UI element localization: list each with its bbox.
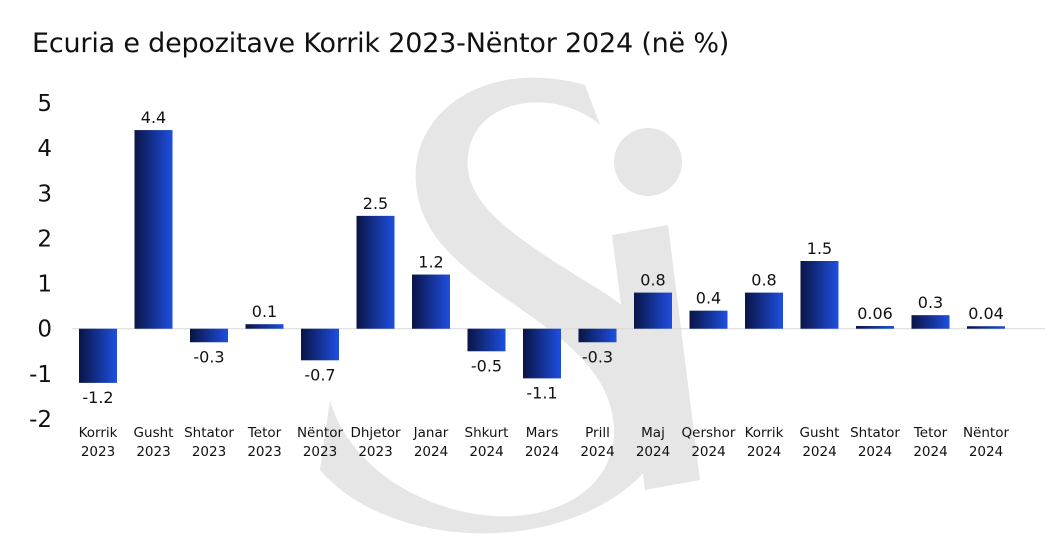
bar bbox=[301, 328, 339, 361]
bar bbox=[467, 328, 506, 352]
data-label: -1.2 bbox=[82, 388, 113, 407]
data-label: 0.06 bbox=[857, 304, 893, 323]
x-tick-label-year: 2023 bbox=[136, 444, 170, 460]
x-tick-label-month: Maj bbox=[641, 425, 665, 441]
x-tick-label-year: 2024 bbox=[691, 444, 725, 460]
bar bbox=[634, 292, 672, 329]
bar bbox=[356, 215, 395, 329]
x-tick-label-year: 2023 bbox=[303, 444, 337, 460]
bar bbox=[578, 328, 617, 343]
x-tick-label-month: Janar bbox=[413, 425, 449, 441]
data-label: -0.3 bbox=[193, 347, 224, 366]
x-tick-label-month: Korrik bbox=[745, 425, 784, 441]
x-tick-label-year: 2024 bbox=[913, 444, 947, 460]
bar bbox=[967, 326, 1005, 329]
x-tick-label-year: 2024 bbox=[525, 444, 559, 460]
x-tick-label-month: Prill bbox=[585, 425, 610, 441]
x-tick-label-year: 2023 bbox=[81, 444, 115, 460]
x-tick-label-month: Gusht bbox=[800, 425, 840, 441]
x-tick-label-year: 2024 bbox=[802, 444, 836, 460]
bar bbox=[134, 130, 173, 329]
y-tick-label: 4 bbox=[37, 136, 52, 162]
data-label: -0.3 bbox=[582, 347, 613, 366]
labels-layer: -1.2 Korrik 2023 4.4 Gusht 2023 -0.3 Shtator 202… bbox=[79, 108, 1010, 460]
x-tick-label-month: Mars bbox=[526, 425, 559, 441]
x-tick-label-month: Qershor bbox=[682, 425, 736, 441]
x-tick-label-month: Dhjetor bbox=[350, 425, 401, 441]
x-tick-label-month: Korrik bbox=[79, 425, 118, 441]
y-tick-label: 0 bbox=[37, 317, 52, 343]
bar bbox=[856, 326, 894, 329]
x-tick-label-year: 2023 bbox=[247, 444, 281, 460]
bars-layer bbox=[79, 130, 1005, 383]
bar bbox=[800, 261, 839, 329]
bar bbox=[523, 328, 561, 379]
data-label: -0.7 bbox=[304, 365, 335, 384]
x-tick-label-month: Nëntor bbox=[963, 425, 1010, 441]
data-label: 4.4 bbox=[141, 108, 166, 127]
bar bbox=[745, 292, 783, 329]
chart-title: Ecuria e depozitave Korrik 2023-Nëntor 2… bbox=[32, 28, 730, 59]
x-tick-label-month: Gusht bbox=[134, 425, 174, 441]
x-tick-label-year: 2024 bbox=[580, 444, 614, 460]
y-tick-label: -2 bbox=[29, 407, 52, 433]
bar bbox=[911, 315, 950, 329]
bar bbox=[190, 328, 228, 343]
data-label: 2.5 bbox=[363, 194, 388, 213]
bar bbox=[79, 328, 117, 383]
data-label: 0.1 bbox=[252, 302, 277, 321]
x-tick-label-year: 2024 bbox=[636, 444, 670, 460]
data-label: 1.2 bbox=[418, 253, 443, 272]
data-label: 0.04 bbox=[968, 304, 1004, 323]
x-tick-label-year: 2024 bbox=[969, 444, 1003, 460]
x-tick-label-month: Shtator bbox=[184, 425, 234, 441]
y-tick-label: 2 bbox=[37, 226, 52, 252]
y-tick-label: -1 bbox=[29, 362, 52, 388]
data-label: 0.8 bbox=[751, 271, 776, 290]
bar bbox=[689, 310, 728, 329]
y-tick-label: 3 bbox=[37, 181, 52, 207]
data-label: 0.8 bbox=[640, 271, 665, 290]
bar bbox=[412, 274, 450, 329]
bar bbox=[245, 324, 284, 329]
data-label: -1.1 bbox=[526, 383, 557, 402]
x-tick-label-year: 2024 bbox=[747, 444, 781, 460]
x-tick-label-year: 2023 bbox=[358, 444, 392, 460]
x-tick-label-year: 2023 bbox=[192, 444, 226, 460]
data-label: 0.3 bbox=[918, 293, 943, 312]
data-label: 0.4 bbox=[696, 289, 721, 308]
data-label: -0.5 bbox=[471, 356, 502, 375]
axis-layer: 5 4 3 2 1 0 -1 -2 bbox=[29, 91, 1045, 433]
y-tick-label: 1 bbox=[37, 272, 52, 298]
x-tick-label-month: Tetor bbox=[913, 425, 948, 441]
x-tick-label-month: Shtator bbox=[850, 425, 900, 441]
data-label: 1.5 bbox=[807, 239, 832, 258]
x-tick-label-month: Nëntor bbox=[297, 425, 344, 441]
x-tick-label-month: Tetor bbox=[247, 425, 282, 441]
x-tick-label-year: 2024 bbox=[414, 444, 448, 460]
x-tick-label-year: 2024 bbox=[469, 444, 503, 460]
watermark-logo bbox=[320, 77, 700, 534]
x-tick-label-month: Shkurt bbox=[465, 425, 509, 441]
x-tick-label-year: 2024 bbox=[858, 444, 892, 460]
y-tick-label: 5 bbox=[37, 91, 52, 117]
